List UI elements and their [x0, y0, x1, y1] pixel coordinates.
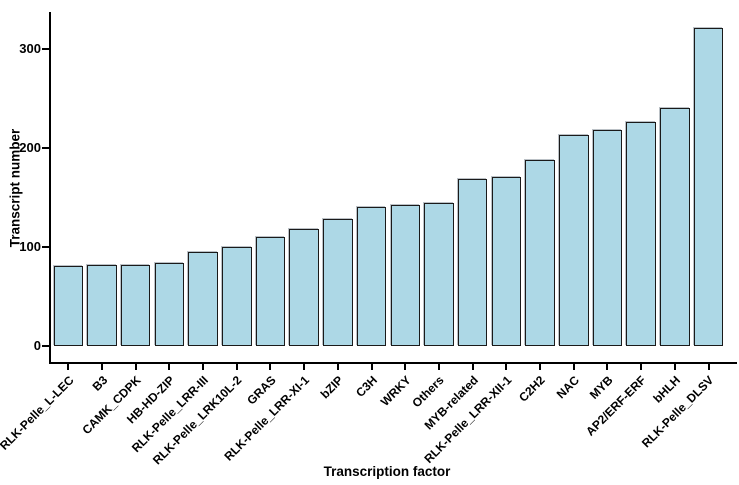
- x-axis-tick: [404, 364, 407, 370]
- bar-RLK-Pelle_LRR-III: [188, 251, 218, 346]
- x-axis-line: [48, 362, 737, 364]
- bar-HB-HD-ZIP: [154, 262, 185, 346]
- y-axis-tick: [41, 147, 49, 149]
- x-axis-tick: [67, 364, 70, 370]
- y-axis-tick: [41, 345, 49, 347]
- x-axis-tick: [235, 364, 238, 370]
- x-axis-tick: [202, 364, 205, 370]
- y-tick-label: 200: [19, 140, 41, 155]
- x-axis-tick: [640, 364, 643, 370]
- bar-GRAS: [255, 237, 286, 346]
- x-axis-tick: [539, 364, 542, 370]
- x-axis-tick: [336, 364, 339, 370]
- bar-RLK-Pelle_LRK10L-2: [222, 247, 252, 346]
- x-tick-label: MYB: [586, 373, 616, 402]
- y-axis-tick: [41, 246, 49, 248]
- bar-RLK-Pelle_LRR-XI-1: [289, 229, 319, 346]
- x-axis-tick: [673, 364, 676, 370]
- x-axis-tick: [471, 364, 474, 370]
- x-axis-tick: [707, 364, 710, 370]
- bar-NAC: [559, 135, 589, 346]
- x-axis-tick: [505, 364, 508, 370]
- bar-WRKY: [390, 205, 420, 346]
- x-tick-label: B3: [89, 373, 110, 394]
- bar-AP2/ERF-ERF: [626, 122, 656, 346]
- x-axis-tick: [269, 364, 272, 370]
- x-axis-tick: [606, 364, 609, 370]
- y-tick-label: 100: [19, 239, 41, 254]
- y-tick-label: 0: [33, 338, 41, 353]
- bar-bHLH: [660, 108, 690, 346]
- x-axis-tick: [572, 364, 575, 370]
- bar-RLK-Pelle_L-LEC: [53, 265, 83, 346]
- y-axis-title: Transcript number: [7, 128, 23, 248]
- y-axis-tick: [41, 48, 49, 50]
- x-tick-label: WRKY: [377, 373, 414, 409]
- x-axis-tick: [100, 364, 103, 370]
- bar-C2H2: [525, 159, 555, 346]
- bar-RLK-Pelle_DLSV: [693, 28, 724, 346]
- bar-B3: [87, 264, 117, 346]
- x-axis-tick: [134, 364, 137, 370]
- x-axis-tick: [303, 364, 306, 370]
- y-tick-label: 300: [19, 41, 41, 56]
- bar-MYB: [592, 130, 623, 346]
- x-tick-label: NAC: [553, 373, 582, 402]
- x-tick-label: bZIP: [317, 373, 346, 402]
- x-axis-tick: [168, 364, 171, 370]
- x-tick-label: C2H2: [516, 373, 548, 405]
- x-axis-tick: [437, 364, 440, 370]
- bar-CAMK_CDPK: [120, 264, 151, 346]
- bar-C3H: [356, 207, 387, 346]
- x-tick-label: AP2/ERF-ERF: [583, 373, 650, 439]
- x-axis-title: Transcription factor: [323, 464, 451, 479]
- bar-RLK-Pelle_LRR-XII-1: [491, 176, 522, 346]
- bar-Others: [424, 203, 454, 346]
- x-axis-tick: [370, 364, 373, 370]
- y-axis-line: [48, 12, 51, 364]
- bar-MYB-related: [457, 178, 488, 346]
- x-tick-label: RLK-Pelle_L-LEC: [0, 373, 77, 453]
- x-tick-label: C3H: [352, 373, 380, 400]
- bar-bZIP: [323, 219, 353, 346]
